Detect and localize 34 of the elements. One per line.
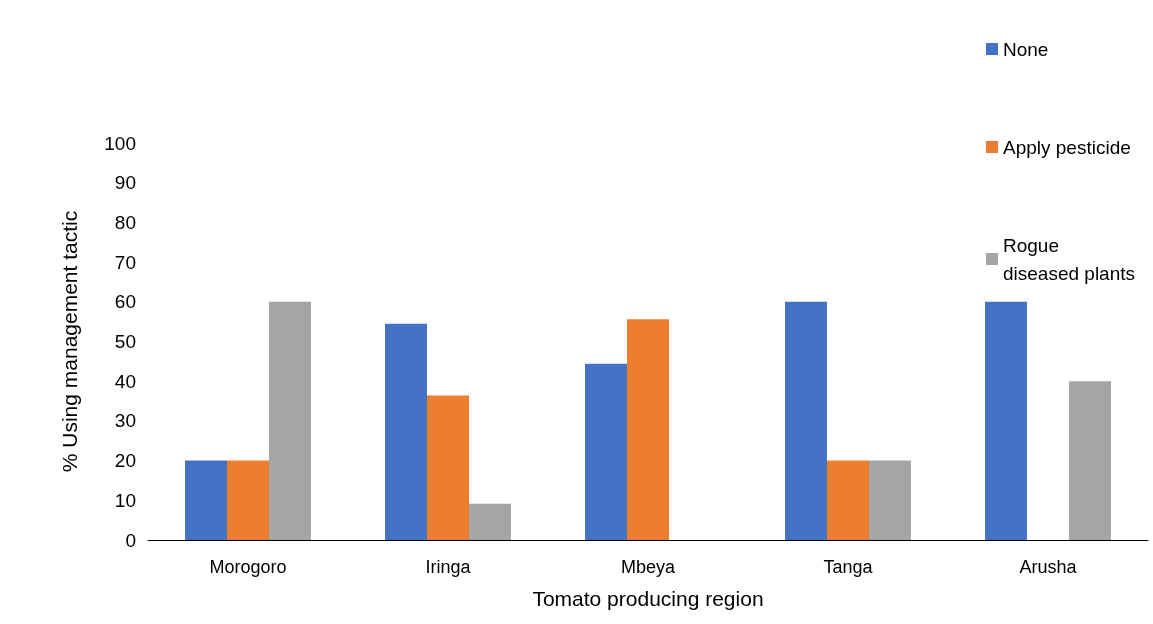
bar: [985, 301, 1027, 540]
bar: [627, 319, 669, 540]
bar: [385, 323, 427, 540]
y-tick-label: 20: [114, 450, 136, 472]
bar: [269, 301, 311, 540]
bar: [585, 363, 627, 540]
y-tick-label: 60: [114, 291, 136, 313]
bar: [1069, 381, 1111, 540]
x-axis-title: Tomato producing region: [532, 587, 764, 610]
legend-label: None: [1003, 38, 1049, 60]
legend-label: Apply pesticide: [1003, 136, 1131, 158]
y-tick-label: 50: [114, 331, 136, 352]
y-tick-label: 80: [114, 211, 136, 233]
y-tick-label: 0: [125, 529, 136, 551]
y-tick-label: 10: [114, 489, 136, 511]
x-tick-label: Morogoro: [209, 557, 287, 577]
bar: [185, 460, 227, 540]
bar: [469, 503, 511, 540]
y-axis-title: % Using management tactic: [58, 210, 81, 473]
legend-label: Rogue diseased plants: [1003, 234, 1136, 284]
bar: [827, 460, 869, 540]
x-tick-label: Tanga: [823, 557, 874, 577]
bar: [227, 460, 269, 540]
y-tick-label: 90: [114, 172, 136, 194]
x-tick-label: Iringa: [425, 557, 472, 577]
x-tick-label: Arusha: [1019, 557, 1078, 577]
y-tick-label: 100: [104, 132, 136, 154]
y-tick-label: 70: [114, 251, 136, 273]
x-tick-label: Mbeya: [620, 557, 676, 577]
bar: [869, 460, 911, 540]
bar: [785, 301, 827, 540]
y-tick-label: 40: [114, 370, 136, 392]
y-tick-label: 30: [114, 410, 136, 432]
bar: [427, 395, 469, 540]
